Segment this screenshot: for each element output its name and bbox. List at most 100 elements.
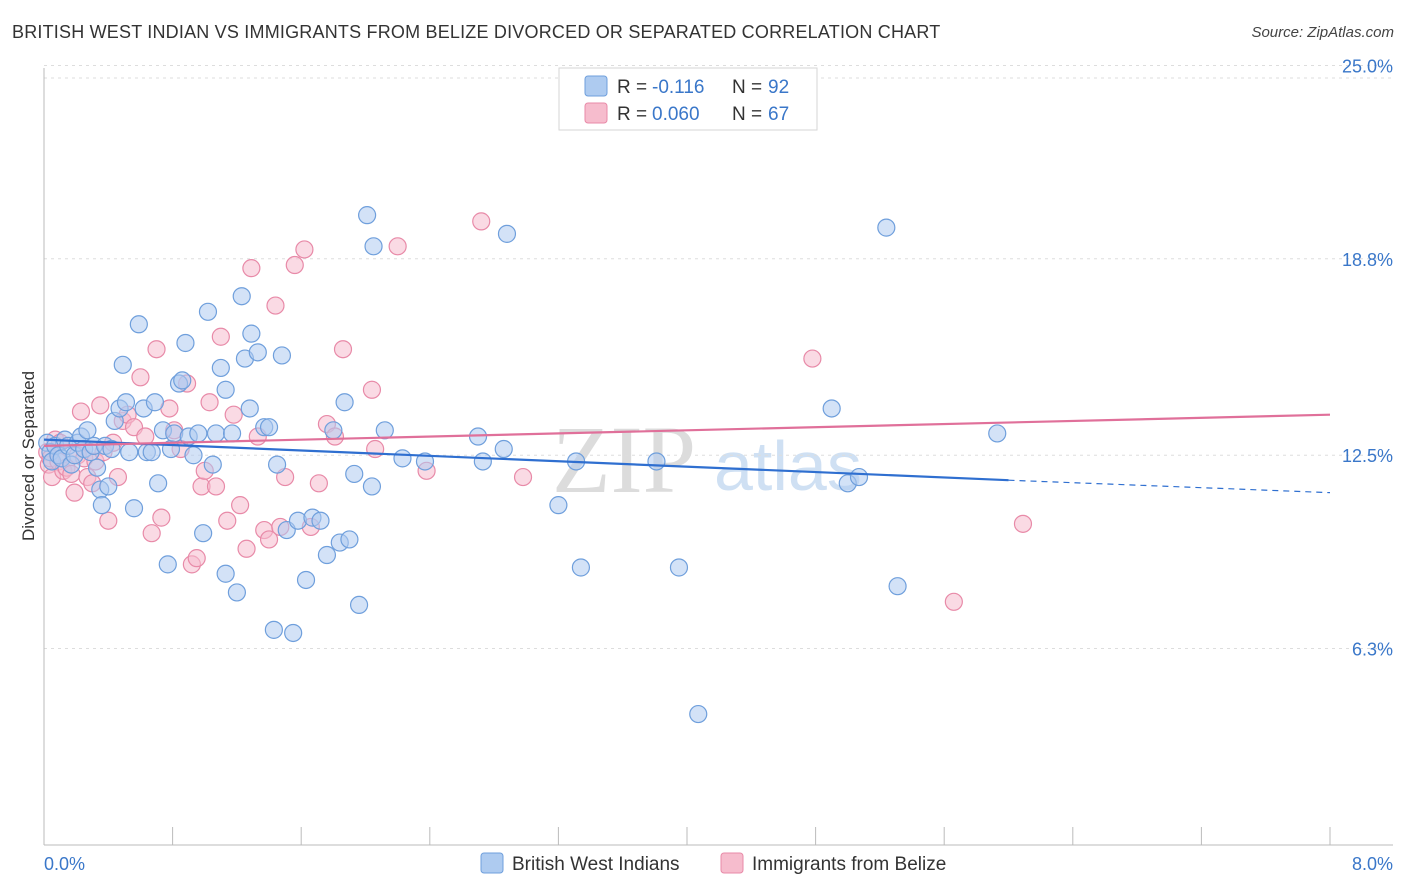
legend-r-value-2: 0.060 [652,104,700,125]
y-tick-label-1: 12.5% [1342,446,1393,466]
belize-point-28 [147,340,166,359]
belize-point-42 [224,405,243,424]
bwi-point-88 [571,558,591,577]
bwi-point-20 [99,477,118,496]
bwi-point-59 [259,418,279,437]
bwi-point-32 [145,393,165,412]
belize-point-48 [259,530,279,549]
bottom-legend-swatch-blue [480,852,504,874]
bwi-point-83 [473,452,492,471]
belize-point-52 [285,255,304,275]
bottom-legend-label-blue: British West Indians [512,854,680,875]
bwi-point-25 [116,393,136,412]
x-tick-label-max: 8.0% [1352,854,1393,874]
belize-point-12 [71,402,91,421]
belize-point-40 [211,327,230,346]
belize-point-43 [231,496,250,515]
bwi-point-13 [78,421,97,440]
belize-point-58 [333,340,353,359]
bwi-point-74 [345,464,364,484]
belize-point-60 [366,439,385,459]
belize-point-55 [309,474,328,493]
bwi-point-26 [120,443,139,462]
y-tick-label-3: 25.0% [1342,56,1393,76]
bwi-point-61 [267,455,287,474]
legend-r-label-1: R = [617,77,647,98]
bwi-point-27 [124,499,144,518]
legend-n-label-1: N = [732,77,762,98]
bwi-point-75 [349,595,369,615]
bwi-point-90 [669,558,689,577]
y-axis-title: Divorced or Separated [19,371,38,541]
bwi-point-84 [494,439,513,459]
bwi-point-50 [216,380,235,399]
watermark-atlas: atlas [714,427,862,505]
bwi-point-52 [227,583,246,602]
belize-point-17 [91,396,110,415]
bwi-point-79 [375,421,394,440]
bwi-point-68 [311,511,330,530]
bwi-point-55 [240,399,259,418]
trend-line-british-west-indians [43,438,1009,482]
belize-point-66 [944,592,963,611]
belize-point-53 [295,240,314,259]
x-tick-label-min: 0.0% [44,854,85,874]
trend-lines [43,413,1331,494]
bwi-point-89 [647,452,666,471]
bwi-point-47 [206,424,226,443]
bwi-point-78 [364,237,383,256]
belize-point-10 [65,483,84,502]
trend-line-immigrants-from-belize [43,413,1331,447]
belize-point-35 [187,549,206,568]
bwi-point-57 [248,343,267,362]
belize-point-25 [131,368,150,387]
bwi-point-77 [362,477,382,496]
legend-n-label-2: N = [732,104,762,125]
chart-title: BRITISH WEST INDIAN VS IMMIGRANTS FROM B… [12,22,941,42]
legend-r-value-1: -0.116 [652,77,704,98]
bwi-point-94 [849,467,869,487]
bwi-point-81 [415,452,435,471]
bwi-point-72 [335,393,354,412]
belize-point-67 [1013,514,1033,533]
series-legend: British West Indians Immigrants from Bel… [480,852,946,875]
bwi-point-60 [264,620,283,639]
belize-point-45 [242,259,261,278]
belize-point-61 [388,237,407,256]
bwi-point-42 [184,446,203,465]
legend-swatch-pink [584,102,608,124]
bwi-point-64 [284,623,303,643]
bwi-point-95 [877,218,896,237]
bwi-point-62 [272,346,292,365]
bwi-point-43 [189,424,208,443]
bwi-point-66 [296,570,316,590]
belize-point-65 [803,349,822,368]
series-british-west-indians [38,206,1007,724]
bwi-point-53 [232,287,251,306]
y-tick-label-2: 18.8% [1342,250,1393,270]
source-label: Source: ZipAtlas.com [1251,24,1394,41]
series-immigrants-from-belize [38,212,1033,611]
bwi-point-69 [317,545,337,565]
belize-point-29 [152,508,171,527]
belize-point-41 [218,511,237,530]
legend-n-value-1: 92 [768,77,789,98]
bwi-point-45 [198,302,218,321]
legend-r-label-2: R = [617,104,647,125]
belize-point-64 [513,467,533,487]
bwi-point-97 [988,424,1007,443]
bwi-point-40 [176,333,195,353]
belize-point-49 [266,296,285,315]
y-tick-label-0: 6.3% [1352,640,1393,660]
legend-swatch-blue [584,75,608,97]
belize-point-19 [99,511,118,530]
bwi-point-70 [324,421,343,440]
bwi-point-46 [203,455,222,474]
bwi-point-86 [549,496,568,515]
belize-point-63 [472,212,491,231]
trend-line-british-west-indians-extension [1008,479,1331,494]
belize-point-27 [142,524,161,543]
bwi-point-33 [149,474,168,493]
bottom-legend-label-pink: Immigrants from Belize [752,854,946,875]
bottom-legend-swatch-pink [720,852,744,874]
